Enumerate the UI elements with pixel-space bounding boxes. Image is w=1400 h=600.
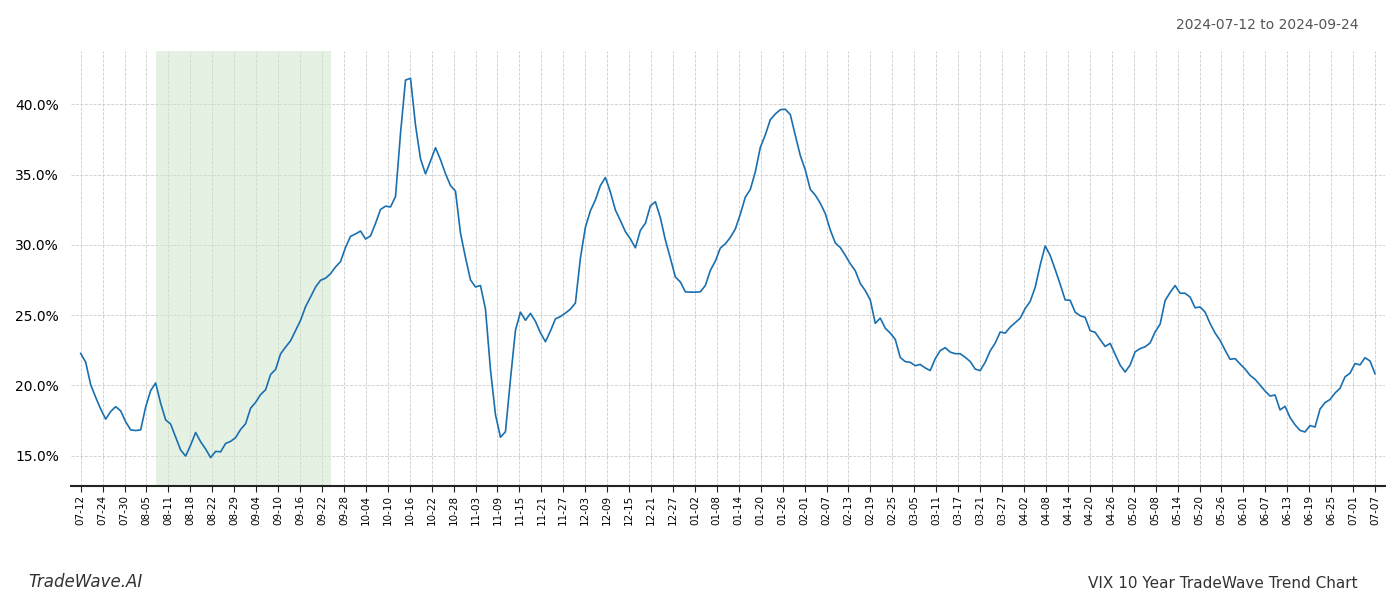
Text: VIX 10 Year TradeWave Trend Chart: VIX 10 Year TradeWave Trend Chart bbox=[1088, 576, 1358, 591]
Text: TradeWave.AI: TradeWave.AI bbox=[28, 573, 143, 591]
Text: 2024-07-12 to 2024-09-24: 2024-07-12 to 2024-09-24 bbox=[1176, 18, 1358, 32]
Bar bbox=[155, 51, 330, 487]
